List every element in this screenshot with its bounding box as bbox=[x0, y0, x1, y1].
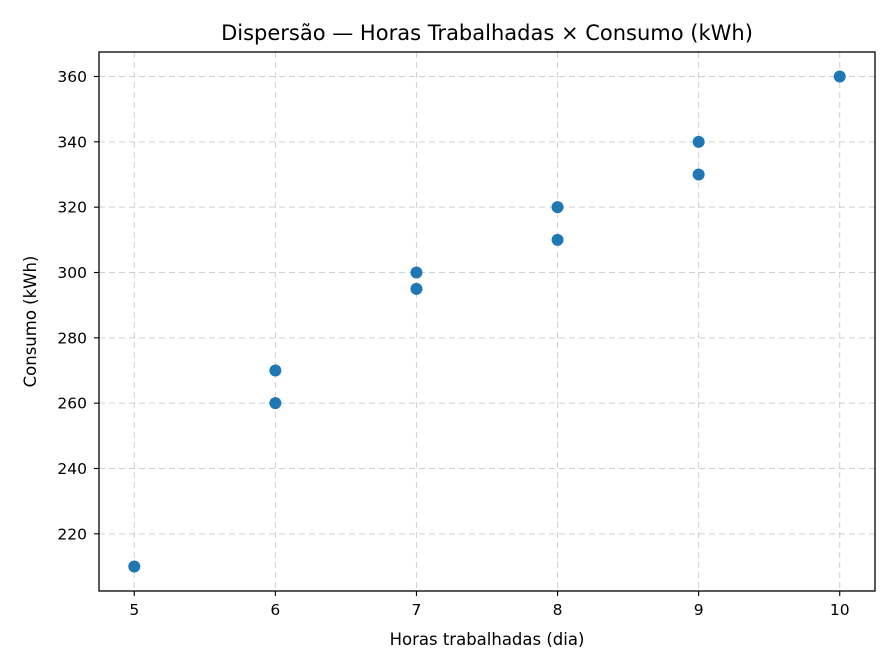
data-point bbox=[692, 168, 705, 181]
y-tick-label: 240 bbox=[57, 460, 87, 478]
x-tick-label: 8 bbox=[553, 601, 563, 619]
data-point bbox=[128, 560, 141, 573]
data-point bbox=[551, 233, 564, 246]
y-tick-label: 260 bbox=[57, 395, 87, 413]
plot-area bbox=[98, 51, 876, 592]
x-tick-label: 5 bbox=[129, 601, 139, 619]
y-tick-label: 280 bbox=[57, 329, 87, 347]
data-point bbox=[551, 201, 564, 214]
y-tick-label: 320 bbox=[57, 199, 87, 217]
data-points bbox=[128, 70, 846, 573]
x-axis-ticks: 5 6 7 8 9 10 bbox=[129, 591, 850, 619]
y-tick-label: 360 bbox=[57, 68, 87, 86]
data-point bbox=[410, 282, 423, 295]
data-point bbox=[833, 70, 846, 83]
data-point bbox=[269, 364, 282, 377]
x-tick-label: 7 bbox=[412, 601, 422, 619]
x-tick-label: 9 bbox=[694, 601, 704, 619]
x-tick-label: 10 bbox=[830, 601, 850, 619]
chart-title: Dispersão — Horas Trabalhadas × Consumo … bbox=[221, 21, 753, 45]
data-point bbox=[692, 135, 705, 148]
data-point bbox=[269, 397, 282, 410]
data-point bbox=[410, 266, 423, 279]
y-tick-label: 300 bbox=[57, 264, 87, 282]
y-axis-label: Consumo (kWh) bbox=[21, 256, 40, 388]
x-axis-label: Horas trabalhadas (dia) bbox=[390, 630, 585, 649]
y-tick-label: 340 bbox=[57, 133, 87, 151]
y-tick-label: 220 bbox=[57, 525, 87, 543]
y-axis-ticks: 220 240 260 280 300 320 340 360 bbox=[57, 68, 99, 543]
x-tick-label: 6 bbox=[270, 601, 280, 619]
